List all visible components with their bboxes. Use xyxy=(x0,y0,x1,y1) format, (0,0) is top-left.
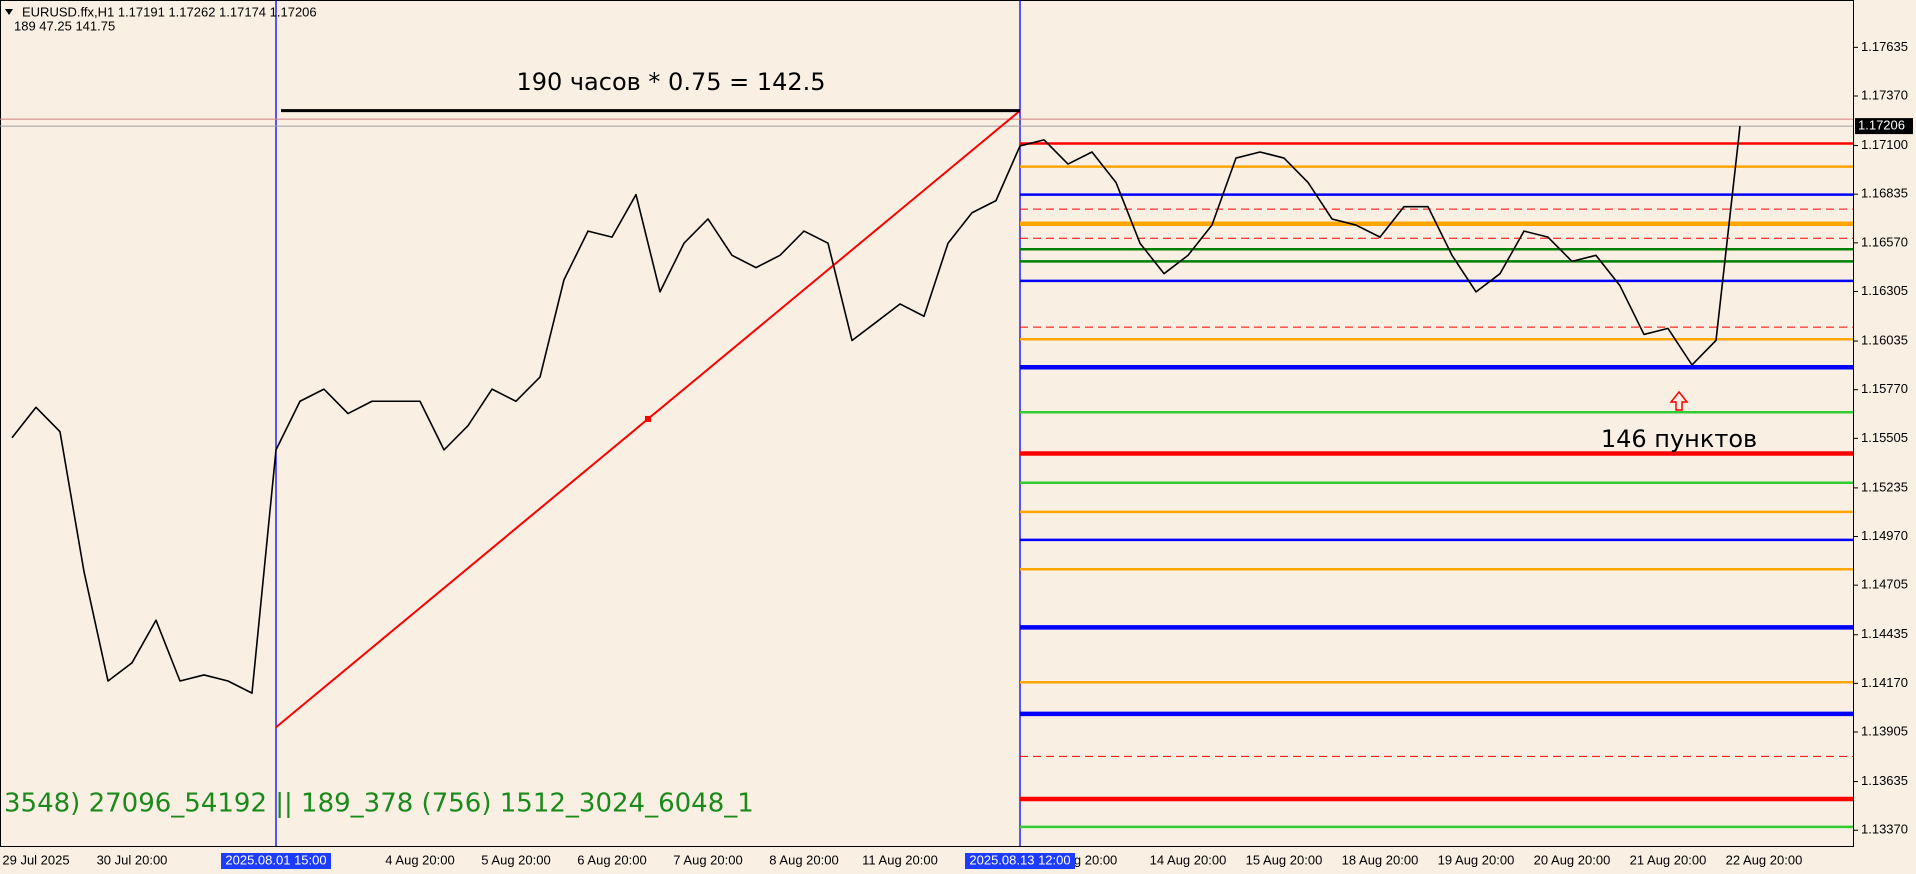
price-label-box xyxy=(1855,118,1913,135)
x-tick-label: 21 Aug 20:00 xyxy=(1630,852,1707,867)
x-tick-label: 20 Aug 20:00 xyxy=(1534,852,1611,867)
x-tick-label: 22 Aug 20:00 xyxy=(1726,852,1803,867)
price-label: 1.17206 xyxy=(1858,118,1905,133)
x-tick-label: 29 Jul 2025 xyxy=(2,852,69,867)
y-tick-label: 1.17635 xyxy=(1861,39,1908,54)
cursor-label-box xyxy=(965,853,1075,869)
y-tick-label: 1.16305 xyxy=(1861,283,1908,298)
x-tick-label: 11 Aug 20:00 xyxy=(862,852,938,867)
x-tick-label: 15 Aug 20:00 xyxy=(1246,852,1323,867)
y-tick-label: 1.16835 xyxy=(1861,186,1908,201)
x-tick-label: 8 Aug 20:00 xyxy=(769,852,838,867)
plot-layer xyxy=(0,0,1853,846)
x-tick-label: 7 Aug 20:00 xyxy=(673,852,742,867)
annotation: 3548) 27096_54192 || 189_378 (756) 1512_… xyxy=(4,789,754,819)
y-tick-label: 1.13370 xyxy=(1861,822,1908,837)
y-tick-label: 1.16570 xyxy=(1861,234,1908,249)
title-arrow xyxy=(5,9,13,15)
chart-title: EURUSD.ffx,H1 1.17191 1.17262 1.17174 1.… xyxy=(22,4,317,19)
plot-border xyxy=(0,0,1854,847)
x-tick-label: 19 Aug 20:00 xyxy=(1438,852,1515,867)
x-tick-label: 5 Aug 20:00 xyxy=(481,852,550,867)
y-tick-label: 1.15505 xyxy=(1861,430,1908,445)
y-tick-label: 1.16035 xyxy=(1861,332,1908,347)
x-tick-label: ug 20:00 xyxy=(1067,852,1118,867)
y-tick-label: 1.14435 xyxy=(1861,626,1908,641)
cursor-label-box xyxy=(221,853,331,869)
y-tick-label: 1.14170 xyxy=(1861,675,1908,690)
y-tick-label: 1.15235 xyxy=(1861,479,1908,494)
cursor-label: 2025.08.01 15:00 xyxy=(225,852,326,867)
arrow-icon xyxy=(1669,390,1689,411)
y-tick-label: 1.13635 xyxy=(1861,773,1908,788)
x-tick-label: 18 Aug 20:00 xyxy=(1342,852,1419,867)
annotation: 146 пунктов xyxy=(1601,425,1757,453)
price-line xyxy=(11,126,1741,694)
y-tick-label: 1.15770 xyxy=(1861,381,1908,396)
y-tick-label: 1.14705 xyxy=(1861,577,1908,592)
cursor-label: 2025.08.13 12:00 xyxy=(969,852,1070,867)
x-tick-label: 30 Jul 20:00 xyxy=(97,852,168,867)
x-tick-label: 14 Aug 20:00 xyxy=(1150,852,1227,867)
annotation: 190 часов * 0.75 = 142.5 xyxy=(516,68,825,96)
y-tick-label: 1.13905 xyxy=(1861,723,1908,738)
y-tick-label: 1.17100 xyxy=(1861,137,1908,152)
trend-midpoint xyxy=(645,415,651,422)
x-tick-label: 6 Aug 20:00 xyxy=(577,852,646,867)
y-tick-label: 1.17370 xyxy=(1861,87,1908,102)
y-tick-label: 1.14970 xyxy=(1861,528,1908,543)
chart-subtitle: 189 47.25 141.75 xyxy=(14,18,115,33)
x-tick-label: 4 Aug 20:00 xyxy=(385,852,454,867)
